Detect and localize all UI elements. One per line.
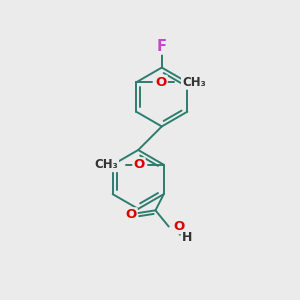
- Text: O: O: [173, 220, 184, 233]
- Text: F: F: [157, 39, 167, 54]
- Text: O: O: [125, 208, 137, 221]
- Text: H: H: [182, 231, 193, 244]
- Text: O: O: [155, 76, 167, 89]
- Text: CH₃: CH₃: [182, 76, 206, 89]
- Text: CH₃: CH₃: [94, 158, 118, 171]
- Text: O: O: [133, 158, 145, 171]
